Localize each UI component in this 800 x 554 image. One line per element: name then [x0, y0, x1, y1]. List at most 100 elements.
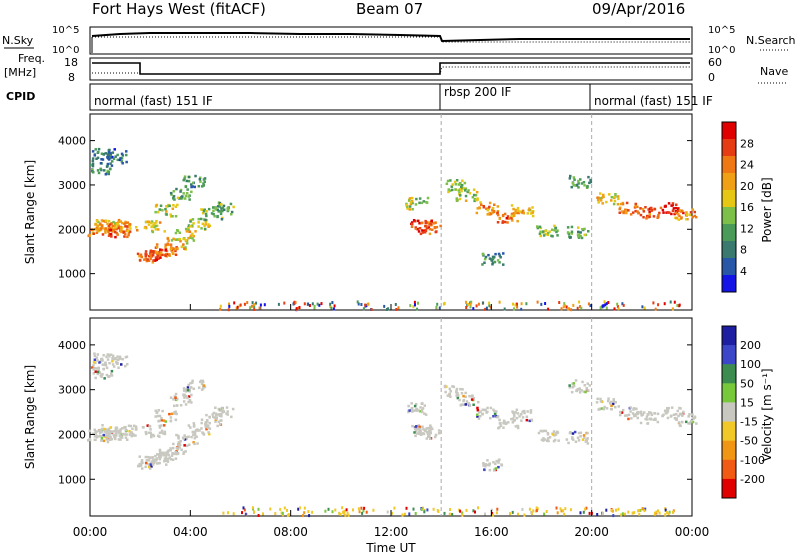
power-ground-scatter	[470, 300, 473, 304]
power-ground-scatter	[671, 307, 674, 311]
velocity-echo-cell	[166, 452, 169, 456]
power-ytick-label: 4000	[58, 135, 86, 148]
velocity-echo-cell	[165, 463, 168, 466]
power-echo-cell	[667, 202, 671, 205]
power-echo-cell	[108, 148, 111, 152]
velocity-echo-cell	[103, 427, 107, 431]
velocity-echo-cell	[110, 437, 114, 441]
velocity-ytick-label: 4000	[58, 339, 86, 352]
power-ground-scatter	[643, 306, 646, 310]
velocity-echo-cell	[114, 437, 117, 441]
noise-tick-low-right: 10^0	[708, 45, 735, 56]
power-echo-cell	[677, 218, 681, 221]
power-echo-cell	[146, 220, 150, 223]
power-echo-cell	[496, 221, 500, 224]
velocity-echo-cell	[557, 439, 560, 442]
velocity-ground-scatter	[405, 506, 408, 510]
xtick-label: 16:00	[474, 525, 509, 539]
velocity-echo-cell	[108, 432, 112, 435]
velocity-echo-cell	[184, 450, 187, 453]
power-echo-cell	[124, 225, 127, 228]
velocity-ground-scatter	[303, 506, 306, 510]
velocity-echo-cell	[418, 430, 421, 433]
power-echo-cell	[103, 169, 106, 172]
velocity-echo-cell	[608, 402, 612, 405]
velocity-echo-cell	[107, 375, 110, 378]
freq-label: Freq.	[18, 52, 45, 65]
velocity-echo-cell	[205, 427, 208, 431]
velocity-echo-cell	[101, 424, 104, 427]
power-echo-cell	[110, 226, 114, 229]
power-echo-cell	[467, 189, 470, 192]
velocity-echo-cell	[513, 414, 516, 418]
velocity-echo-cell	[421, 425, 424, 428]
power-echo-cell	[499, 256, 502, 259]
velocity-echo-cell	[150, 465, 153, 468]
xtick-label: 20:00	[574, 525, 609, 539]
velocity-echo-cell	[192, 387, 195, 390]
power-echo-cell	[556, 229, 559, 232]
velocity-echo-cell	[112, 365, 116, 368]
power-echo-cell	[428, 232, 432, 236]
velocity-echo-cell	[477, 417, 481, 420]
velocity-echo-cell	[121, 427, 124, 430]
power-echo-cell	[577, 235, 580, 238]
velocity-echo-cell	[95, 367, 98, 370]
power-echo-cell	[662, 211, 665, 214]
velocity-echo-cell	[139, 464, 142, 468]
power-echo-cell	[223, 208, 226, 211]
power-echo-cell	[648, 210, 651, 214]
power-echo-cell	[201, 211, 205, 215]
power-echo-cell	[547, 231, 550, 235]
power-echo-cell	[542, 230, 545, 233]
velocity-echo-cell	[611, 402, 615, 406]
velocity-echo-cell	[656, 420, 660, 424]
power-echo-cell	[189, 218, 193, 222]
power-echo-cell	[460, 189, 463, 193]
velocity-echo-cell	[515, 416, 519, 420]
velocity-echo-cell	[174, 450, 177, 454]
power-echo-cell	[636, 210, 639, 213]
power-ground-scatter	[251, 301, 254, 305]
power-echo-cell	[100, 152, 104, 155]
velocity-echo-cell	[572, 382, 576, 385]
power-echo-cell	[207, 207, 211, 211]
power-echo-cell	[675, 203, 678, 206]
velocity-echo-cell	[217, 420, 220, 424]
power-echo-cell	[409, 201, 413, 204]
power-echo-cell	[110, 235, 113, 238]
velocity-echo-cell	[120, 363, 123, 366]
power-ground-scatter	[394, 303, 397, 306]
power-echo-cell	[99, 222, 102, 225]
power-echo-cell	[191, 218, 195, 221]
power-ground-scatter	[488, 301, 491, 305]
power-echo-cell	[542, 234, 546, 237]
velocity-echo-cell	[420, 408, 424, 412]
power-echo-cell	[121, 162, 124, 165]
velocity-echo-cell	[160, 416, 163, 420]
power-echo-cell	[601, 202, 604, 205]
power-echo-cell	[97, 147, 101, 151]
power-echo-cell	[210, 212, 214, 215]
velocity-ground-scatter	[420, 508, 423, 511]
velocity-echo-cell	[96, 372, 99, 376]
power-echo-cell	[108, 151, 111, 154]
velocity-echo-cell	[145, 461, 148, 465]
velocity-echo-cell	[182, 450, 186, 454]
power-echo-cell	[91, 164, 95, 168]
power-echo-cell	[106, 228, 109, 232]
power-echo-cell	[587, 175, 590, 179]
power-echo-cell	[201, 185, 204, 188]
velocity-echo-cell	[486, 463, 489, 467]
velocity-echo-cell	[581, 438, 585, 441]
power-echo-cell	[589, 180, 593, 184]
power-echo-cell	[653, 207, 656, 211]
power-colorbar-swatch	[722, 190, 736, 208]
power-echo-cell	[411, 196, 414, 200]
velocity-ground-scatter	[422, 506, 424, 510]
power-echo-cell	[184, 246, 187, 249]
power-echo-cell	[187, 179, 191, 183]
power-ground-scatter	[602, 304, 605, 308]
velocity-echo-cell	[100, 436, 104, 440]
power-echo-cell	[608, 193, 611, 196]
